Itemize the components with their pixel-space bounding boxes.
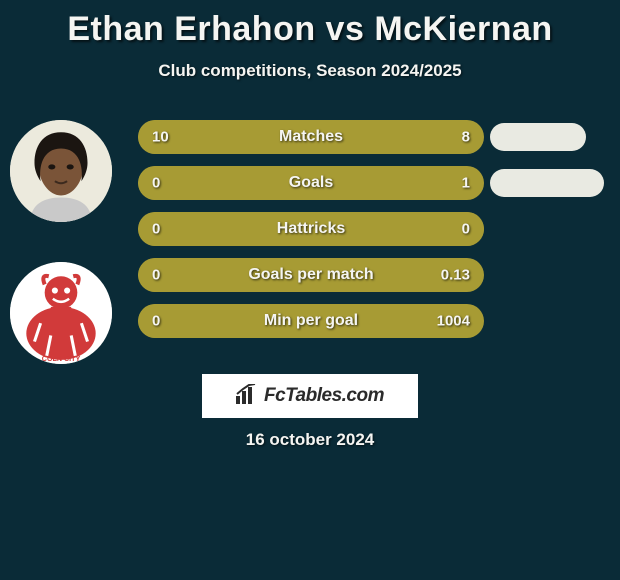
brand-bars-icon [236, 384, 258, 409]
side-pill [490, 169, 604, 197]
avatar-column: COLN CITY [10, 120, 120, 404]
player-headshot-icon [10, 120, 112, 222]
stat-left-value: 0 [152, 175, 160, 192]
club-crest: COLN CITY [10, 262, 112, 364]
stat-bar: 0 1 Goals [138, 166, 484, 200]
brand-text: FcTables.com [264, 385, 384, 407]
stat-right-value: 1 [462, 175, 470, 192]
stat-left-value: 0 [152, 313, 160, 330]
stat-bars: 10 8 Matches 0 1 Goals 0 0 Hattricks 0 0.13 Goals p… [138, 120, 484, 350]
stat-bar: 0 0.13 Goals per match [138, 258, 484, 292]
stat-label: Goals per match [248, 266, 373, 284]
stat-left-value: 10 [152, 129, 169, 146]
page-title: Ethan Erhahon vs McKiernan [0, 0, 620, 49]
side-pill [490, 123, 586, 151]
stat-label: Hattricks [277, 220, 345, 238]
stat-label: Matches [279, 128, 343, 146]
date-label: 16 october 2024 [246, 430, 375, 450]
stat-right-value: 0.13 [441, 267, 470, 284]
club-crest-icon: COLN CITY [10, 262, 112, 364]
brand-logo: FcTables.com [202, 374, 418, 418]
side-pills [490, 120, 610, 215]
stat-right-value: 1004 [437, 313, 470, 330]
stat-bar: 10 8 Matches [138, 120, 484, 154]
stat-right-value: 0 [462, 221, 470, 238]
stat-left-value: 0 [152, 267, 160, 284]
stat-bar: 0 0 Hattricks [138, 212, 484, 246]
page-subtitle: Club competitions, Season 2024/2025 [0, 61, 620, 81]
stat-label: Goals [289, 174, 333, 192]
stat-right-value: 8 [462, 129, 470, 146]
svg-text:COLN CITY: COLN CITY [42, 355, 81, 363]
stat-bar: 0 1004 Min per goal [138, 304, 484, 338]
stat-left-value: 0 [152, 221, 160, 238]
comparison-infographic: Ethan Erhahon vs McKiernan Club competit… [0, 0, 620, 580]
player-avatar [10, 120, 112, 222]
stat-label: Min per goal [264, 312, 358, 330]
